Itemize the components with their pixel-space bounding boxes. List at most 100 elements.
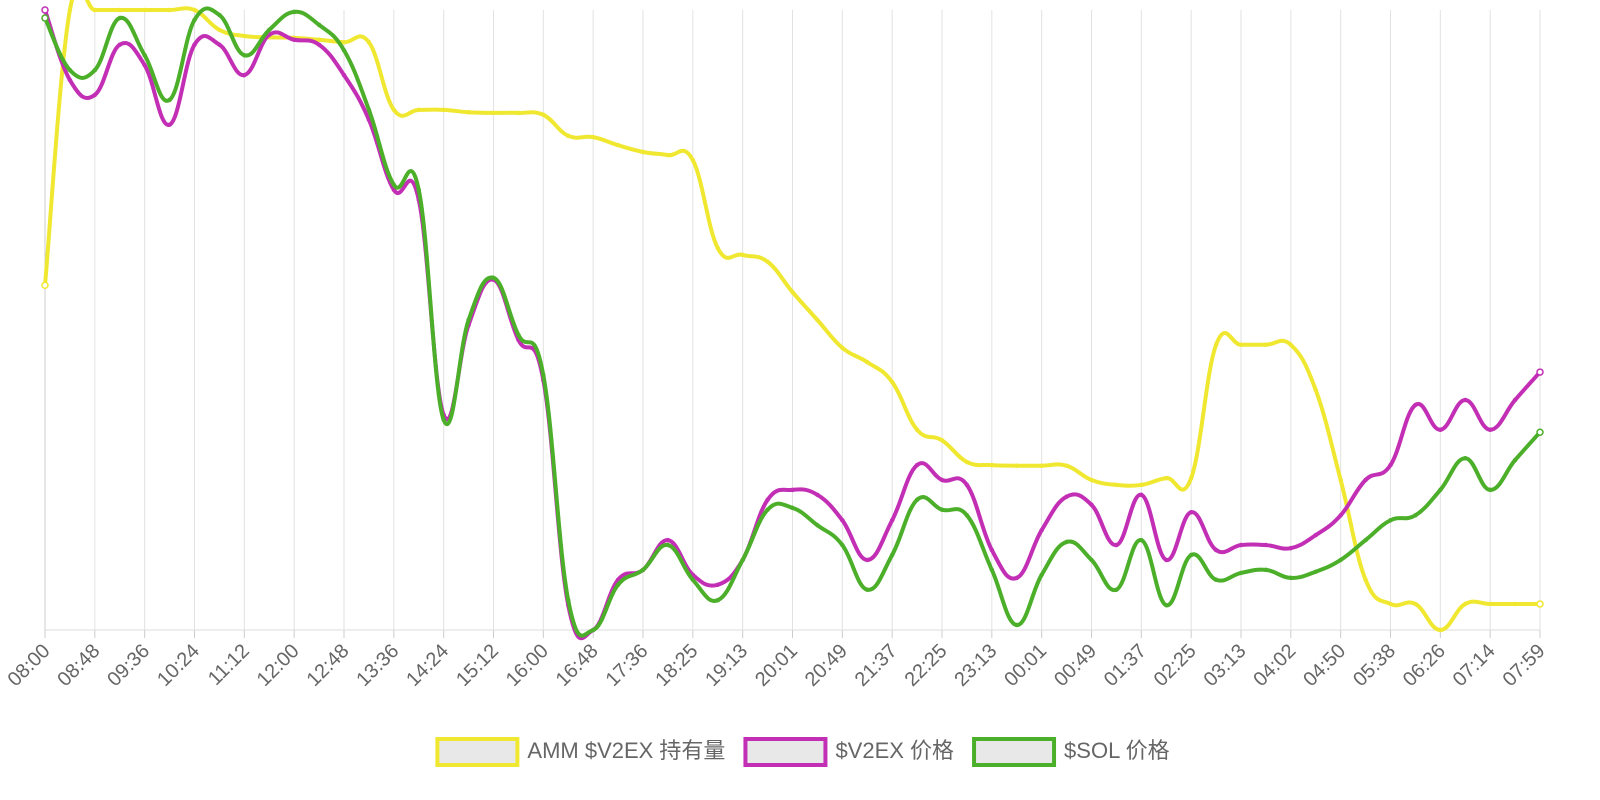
data-point	[989, 567, 995, 573]
data-point	[67, 67, 73, 73]
data-point	[790, 289, 795, 295]
data-point	[1512, 601, 1518, 607]
data-point	[291, 37, 297, 43]
data-point	[1388, 518, 1393, 523]
data-point	[1188, 552, 1194, 558]
x-tick-label: 04:50	[1299, 640, 1350, 691]
legend-label: $SOL 价格	[1064, 738, 1170, 763]
data-point	[117, 15, 122, 21]
data-point	[92, 92, 98, 98]
data-point	[1188, 475, 1194, 481]
legend-swatch	[972, 737, 1057, 767]
data-point	[167, 7, 172, 13]
data-point	[242, 72, 247, 78]
data-point	[1338, 557, 1343, 563]
data-point	[242, 33, 247, 39]
data-point	[316, 22, 322, 28]
data-point	[541, 112, 546, 118]
data-point	[267, 27, 272, 33]
data-point	[815, 492, 820, 498]
data-point	[1139, 482, 1144, 488]
data-point	[1064, 539, 1069, 545]
x-tick-label: 21:37	[851, 640, 902, 691]
data-point	[590, 134, 596, 140]
data-point	[1288, 575, 1294, 581]
data-point	[665, 152, 671, 158]
data-point	[665, 542, 671, 548]
x-tick-label: 05:38	[1349, 640, 1400, 691]
data-point	[316, 37, 322, 43]
data-point	[1463, 456, 1468, 461]
data-point	[1263, 567, 1269, 573]
data-point	[1512, 397, 1518, 403]
legend-label: AMM $V2EX 持有量	[527, 738, 725, 763]
data-point	[715, 597, 720, 603]
data-point	[765, 497, 770, 503]
data-point	[1089, 557, 1094, 563]
data-point	[939, 507, 945, 512]
data-point	[640, 567, 646, 573]
data-point	[1039, 572, 1044, 578]
data-point	[765, 507, 770, 512]
data-point	[391, 107, 397, 113]
data-point	[341, 39, 347, 45]
data-point	[67, 77, 73, 83]
data-point	[939, 477, 945, 483]
data-point	[1139, 537, 1144, 543]
x-tick-label: 16:00	[502, 640, 553, 691]
data-point	[541, 372, 546, 378]
data-point	[566, 597, 571, 603]
data-point	[740, 252, 745, 258]
data-point	[865, 359, 870, 365]
data-point	[1413, 402, 1418, 408]
data-point	[1114, 542, 1119, 548]
data-point	[41, 14, 49, 22]
data-point	[1188, 509, 1194, 515]
data-point	[366, 39, 372, 45]
data-point	[291, 9, 297, 15]
data-point	[1313, 569, 1318, 574]
series-line	[43, 6, 1542, 638]
data-point	[192, 17, 197, 23]
data-point	[192, 7, 197, 13]
x-tick-label: 04:02	[1249, 640, 1300, 691]
data-point	[665, 537, 671, 543]
data-point	[167, 97, 172, 103]
x-tick-label: 08:48	[53, 640, 104, 691]
data-point	[1438, 487, 1443, 493]
data-point	[1288, 342, 1294, 348]
data-point	[840, 345, 845, 351]
data-point	[516, 110, 521, 116]
legend-swatch	[743, 737, 828, 767]
data-point	[217, 42, 222, 47]
data-point	[740, 557, 745, 563]
data-point	[815, 522, 820, 528]
x-tick-label: 00:49	[1050, 640, 1101, 691]
data-point	[341, 72, 347, 78]
data-point	[1512, 457, 1518, 463]
data-point	[1438, 427, 1443, 432]
data-point	[267, 32, 272, 38]
data-point	[192, 42, 197, 47]
x-tick-label: 13:36	[352, 640, 403, 691]
x-tick-label: 20:49	[801, 640, 852, 691]
data-point	[1164, 557, 1169, 563]
x-tick-label: 11:12	[204, 640, 254, 690]
data-point	[989, 547, 995, 553]
data-point	[889, 518, 895, 523]
x-tick-label: 16:48	[552, 640, 603, 691]
data-point	[1263, 342, 1269, 348]
x-tick-label: 20:01	[751, 640, 802, 691]
x-tick-label: 18:25	[651, 640, 702, 691]
data-point	[1363, 577, 1368, 583]
data-point	[416, 107, 421, 113]
data-point	[1313, 387, 1318, 393]
data-point	[790, 487, 795, 493]
x-tick-label: 17:36	[602, 640, 653, 691]
data-point	[92, 7, 98, 13]
data-point	[840, 518, 845, 523]
data-point	[1089, 477, 1094, 483]
data-point	[41, 6, 49, 14]
data-point	[217, 27, 222, 33]
data-point	[715, 245, 720, 251]
